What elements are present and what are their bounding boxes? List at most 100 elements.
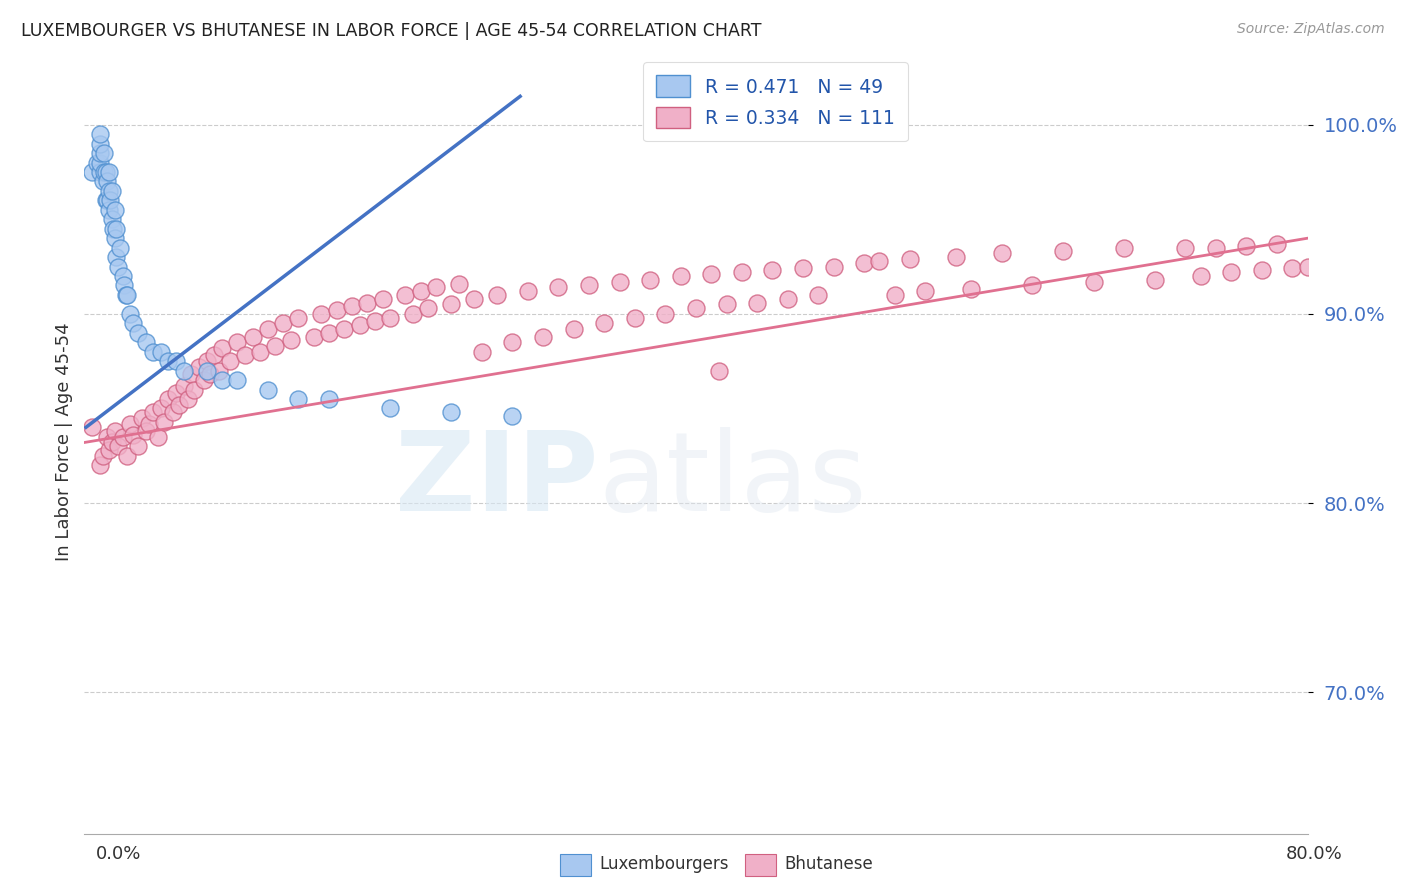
Point bbox=[146, 430, 169, 444]
Point bbox=[371, 292, 394, 306]
Point bbox=[165, 386, 187, 401]
Point bbox=[609, 275, 631, 289]
Point bbox=[94, 165, 117, 179]
Point bbox=[318, 326, 340, 340]
Point bbox=[97, 165, 120, 179]
Point bbox=[107, 260, 129, 274]
Point bbox=[707, 363, 730, 377]
Point bbox=[1021, 278, 1043, 293]
Point bbox=[89, 165, 111, 179]
Point bbox=[325, 303, 347, 318]
Point bbox=[122, 316, 145, 330]
Point bbox=[233, 349, 256, 363]
Point bbox=[114, 288, 136, 302]
Point bbox=[914, 284, 936, 298]
Point bbox=[111, 268, 134, 283]
Point bbox=[333, 322, 356, 336]
Point bbox=[669, 268, 692, 283]
Point bbox=[157, 392, 180, 406]
Point bbox=[249, 344, 271, 359]
Point bbox=[208, 363, 231, 377]
Point bbox=[101, 184, 124, 198]
Point bbox=[97, 184, 120, 198]
Point bbox=[89, 146, 111, 161]
Point bbox=[271, 316, 294, 330]
Point bbox=[89, 458, 111, 473]
Point bbox=[394, 288, 416, 302]
Point bbox=[471, 344, 494, 359]
Point bbox=[287, 392, 309, 406]
Point bbox=[97, 202, 120, 217]
Point bbox=[1083, 275, 1105, 289]
Point bbox=[101, 212, 124, 227]
Point bbox=[135, 424, 157, 438]
Point bbox=[226, 373, 249, 387]
Point bbox=[380, 401, 402, 416]
Point bbox=[198, 368, 221, 382]
Point bbox=[193, 373, 215, 387]
Point bbox=[91, 449, 114, 463]
Point bbox=[93, 146, 115, 161]
Point bbox=[165, 354, 187, 368]
Point bbox=[94, 194, 117, 208]
Point bbox=[716, 297, 738, 311]
Point bbox=[747, 295, 769, 310]
Point bbox=[578, 278, 600, 293]
Point bbox=[287, 310, 309, 325]
Text: atlas: atlas bbox=[598, 427, 866, 534]
Point bbox=[302, 329, 325, 343]
Point bbox=[1250, 263, 1272, 277]
Point bbox=[1220, 265, 1243, 279]
Point bbox=[177, 392, 200, 406]
Point bbox=[107, 439, 129, 453]
Point bbox=[257, 383, 280, 397]
Point bbox=[624, 310, 647, 325]
Point bbox=[380, 310, 402, 325]
Point bbox=[180, 368, 202, 382]
Point bbox=[349, 318, 371, 333]
Point bbox=[685, 301, 707, 316]
Point bbox=[173, 363, 195, 377]
Text: ZIP: ZIP bbox=[395, 427, 598, 534]
Point bbox=[547, 280, 569, 294]
Point bbox=[97, 443, 120, 458]
Point bbox=[409, 284, 432, 298]
Point bbox=[149, 401, 172, 416]
Point bbox=[1143, 273, 1166, 287]
Point bbox=[731, 265, 754, 279]
Point bbox=[960, 282, 983, 296]
Point bbox=[440, 405, 463, 419]
Point bbox=[761, 263, 783, 277]
Point bbox=[122, 428, 145, 442]
Point bbox=[80, 165, 103, 179]
Point bbox=[318, 392, 340, 406]
Point bbox=[142, 405, 165, 419]
Point bbox=[103, 221, 125, 235]
Point bbox=[853, 256, 876, 270]
Point bbox=[242, 329, 264, 343]
Point bbox=[1296, 260, 1319, 274]
Point bbox=[1189, 268, 1212, 283]
Point bbox=[157, 354, 180, 368]
Point bbox=[869, 253, 891, 268]
Point bbox=[142, 344, 165, 359]
Point bbox=[1236, 239, 1258, 253]
Point bbox=[883, 288, 905, 302]
Text: LUXEMBOURGER VS BHUTANESE IN LABOR FORCE | AGE 45-54 CORRELATION CHART: LUXEMBOURGER VS BHUTANESE IN LABOR FORCE… bbox=[21, 22, 762, 40]
Point bbox=[111, 430, 134, 444]
Point bbox=[562, 322, 585, 336]
Point bbox=[135, 335, 157, 350]
Point bbox=[167, 398, 190, 412]
Point bbox=[356, 295, 378, 310]
Point bbox=[502, 409, 524, 423]
Point bbox=[149, 344, 172, 359]
Point bbox=[80, 420, 103, 434]
Point bbox=[195, 363, 218, 377]
Point bbox=[823, 260, 845, 274]
Point bbox=[112, 278, 135, 293]
Text: Luxembourgers: Luxembourgers bbox=[599, 855, 728, 873]
Text: 0.0%: 0.0% bbox=[96, 845, 141, 863]
Point bbox=[945, 250, 967, 264]
Point bbox=[264, 339, 287, 353]
Point bbox=[131, 410, 153, 425]
